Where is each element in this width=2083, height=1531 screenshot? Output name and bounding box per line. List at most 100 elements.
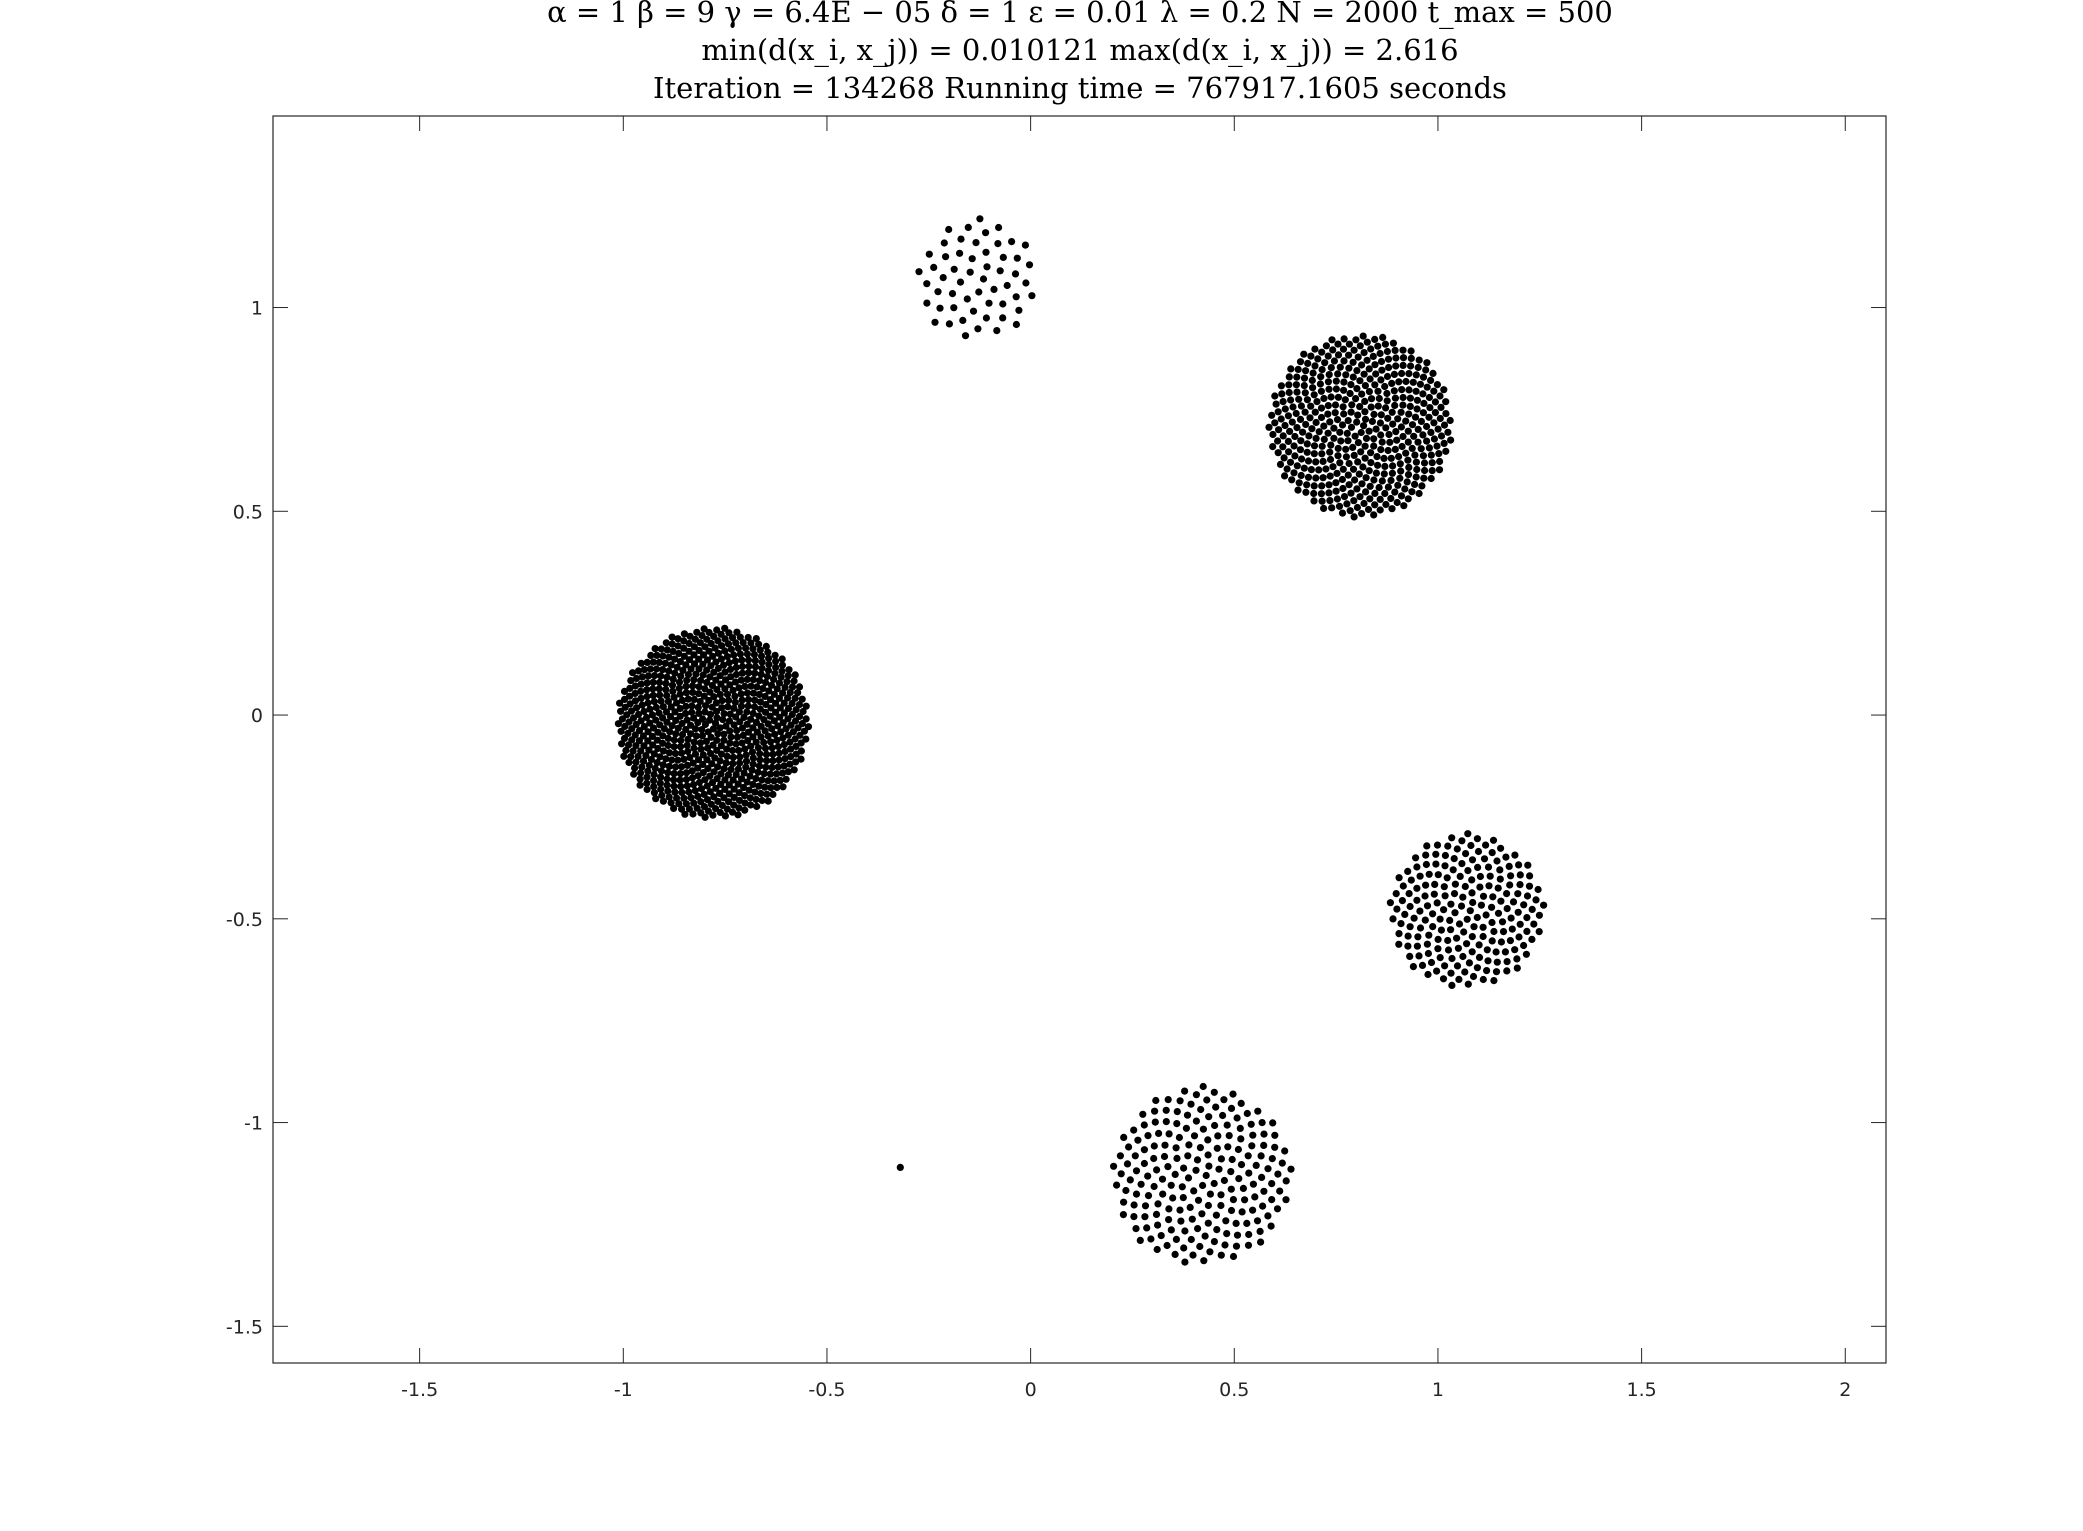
scatter-point [732, 663, 740, 672]
scatter-point [1353, 485, 1361, 493]
scatter-point [677, 749, 686, 757]
scatter-point [678, 763, 686, 771]
scatter-point [1211, 1121, 1219, 1130]
scatter-point [632, 758, 640, 766]
scatter-point [948, 290, 957, 298]
scatter-point [784, 704, 793, 713]
scatter-point [1371, 361, 1379, 369]
scatter-point [755, 640, 763, 648]
scatter-point [1187, 1235, 1195, 1244]
scatter-point [1347, 489, 1355, 497]
scatter-point [1434, 935, 1442, 944]
scatter-point [750, 651, 759, 659]
scatter-point [752, 795, 760, 804]
scatter-point [1501, 948, 1509, 956]
scatter-point [1412, 473, 1420, 481]
scatter-point [1367, 459, 1375, 467]
scatter-point [678, 788, 686, 797]
scatter-point [945, 320, 954, 328]
scatter-point [1274, 408, 1282, 416]
scatter-point [680, 652, 688, 660]
scatter-point [1333, 469, 1341, 477]
scatter-point [1165, 1205, 1173, 1213]
scatter-point [1353, 367, 1361, 375]
scatter-point [670, 782, 678, 790]
scatter-point [1489, 893, 1497, 901]
scatter-point [758, 658, 766, 666]
scatter-point [1392, 428, 1400, 436]
scatter-point [683, 676, 691, 685]
scatter-point [1377, 431, 1385, 439]
scatter-point [762, 678, 770, 687]
scatter-point [664, 697, 673, 706]
scatter-point [717, 655, 726, 663]
scatter-point [1347, 423, 1356, 431]
scatter-point [1214, 1132, 1222, 1140]
scatter-point [1221, 1241, 1229, 1249]
scatter-point [1513, 955, 1521, 963]
scatter-point [676, 690, 684, 698]
scatter-point [749, 780, 757, 789]
scatter-point [1167, 1181, 1175, 1189]
scatter-point [776, 713, 784, 721]
scatter-point [1372, 370, 1380, 378]
scatter-point [1340, 378, 1348, 386]
scatter-point [1383, 397, 1391, 405]
scatter-point [1443, 874, 1451, 882]
scatter-point [1386, 438, 1394, 446]
scatter-point [665, 653, 673, 661]
scatter-point [1389, 339, 1397, 347]
scatter-point [972, 239, 980, 247]
scatter-point [1530, 920, 1538, 928]
scatter-point [721, 624, 729, 632]
scatter-point [1395, 930, 1403, 938]
scatter-point [1447, 926, 1455, 934]
scatter-point [1122, 1186, 1130, 1195]
scatter-point [668, 633, 676, 641]
scatter-point [1430, 435, 1438, 443]
scatter-point [1176, 1206, 1184, 1214]
scatter-point [677, 736, 685, 745]
scatter-point [1404, 932, 1412, 940]
scatter-point [732, 713, 740, 721]
scatter-point [1204, 1136, 1212, 1144]
scatter-point [708, 760, 716, 768]
scatter-point [1528, 935, 1536, 944]
scatter-point [650, 750, 658, 758]
scatter-point [1432, 850, 1440, 858]
scatter-point [1407, 362, 1415, 370]
scatter-point [744, 702, 752, 710]
scatter-point [1279, 443, 1287, 451]
scatter-point [700, 692, 708, 700]
scatter-point [743, 650, 752, 658]
scatter-point [666, 713, 675, 721]
scatter-point [751, 663, 760, 671]
scatter-point [764, 797, 772, 805]
scatter-point [1332, 479, 1340, 487]
scatter-point [681, 709, 690, 718]
scatter-point [779, 689, 787, 697]
scatter-point [725, 629, 733, 637]
scatter-point [699, 760, 707, 769]
scatter-point [1164, 1163, 1172, 1171]
scatter-point [1447, 900, 1455, 908]
scatter-point [765, 660, 773, 669]
scatter-point [638, 701, 646, 709]
scatter-point [1280, 454, 1288, 462]
scatter-point [990, 285, 998, 293]
scatter-point [1431, 409, 1439, 417]
scatter-point [616, 699, 624, 707]
scatter-point [1361, 382, 1369, 390]
scatter-point [621, 722, 629, 731]
scatter-point [618, 740, 626, 748]
scatter-point [701, 708, 709, 716]
scatter-point [1442, 410, 1450, 418]
scatter-point [1293, 373, 1301, 381]
scatter-point [687, 665, 695, 673]
scatter-point [666, 728, 674, 736]
scatter-point [690, 695, 698, 704]
scatter-point [1429, 369, 1437, 377]
scatter-point [1320, 435, 1328, 443]
scatter-point [655, 658, 663, 667]
scatter-point [1377, 446, 1385, 454]
